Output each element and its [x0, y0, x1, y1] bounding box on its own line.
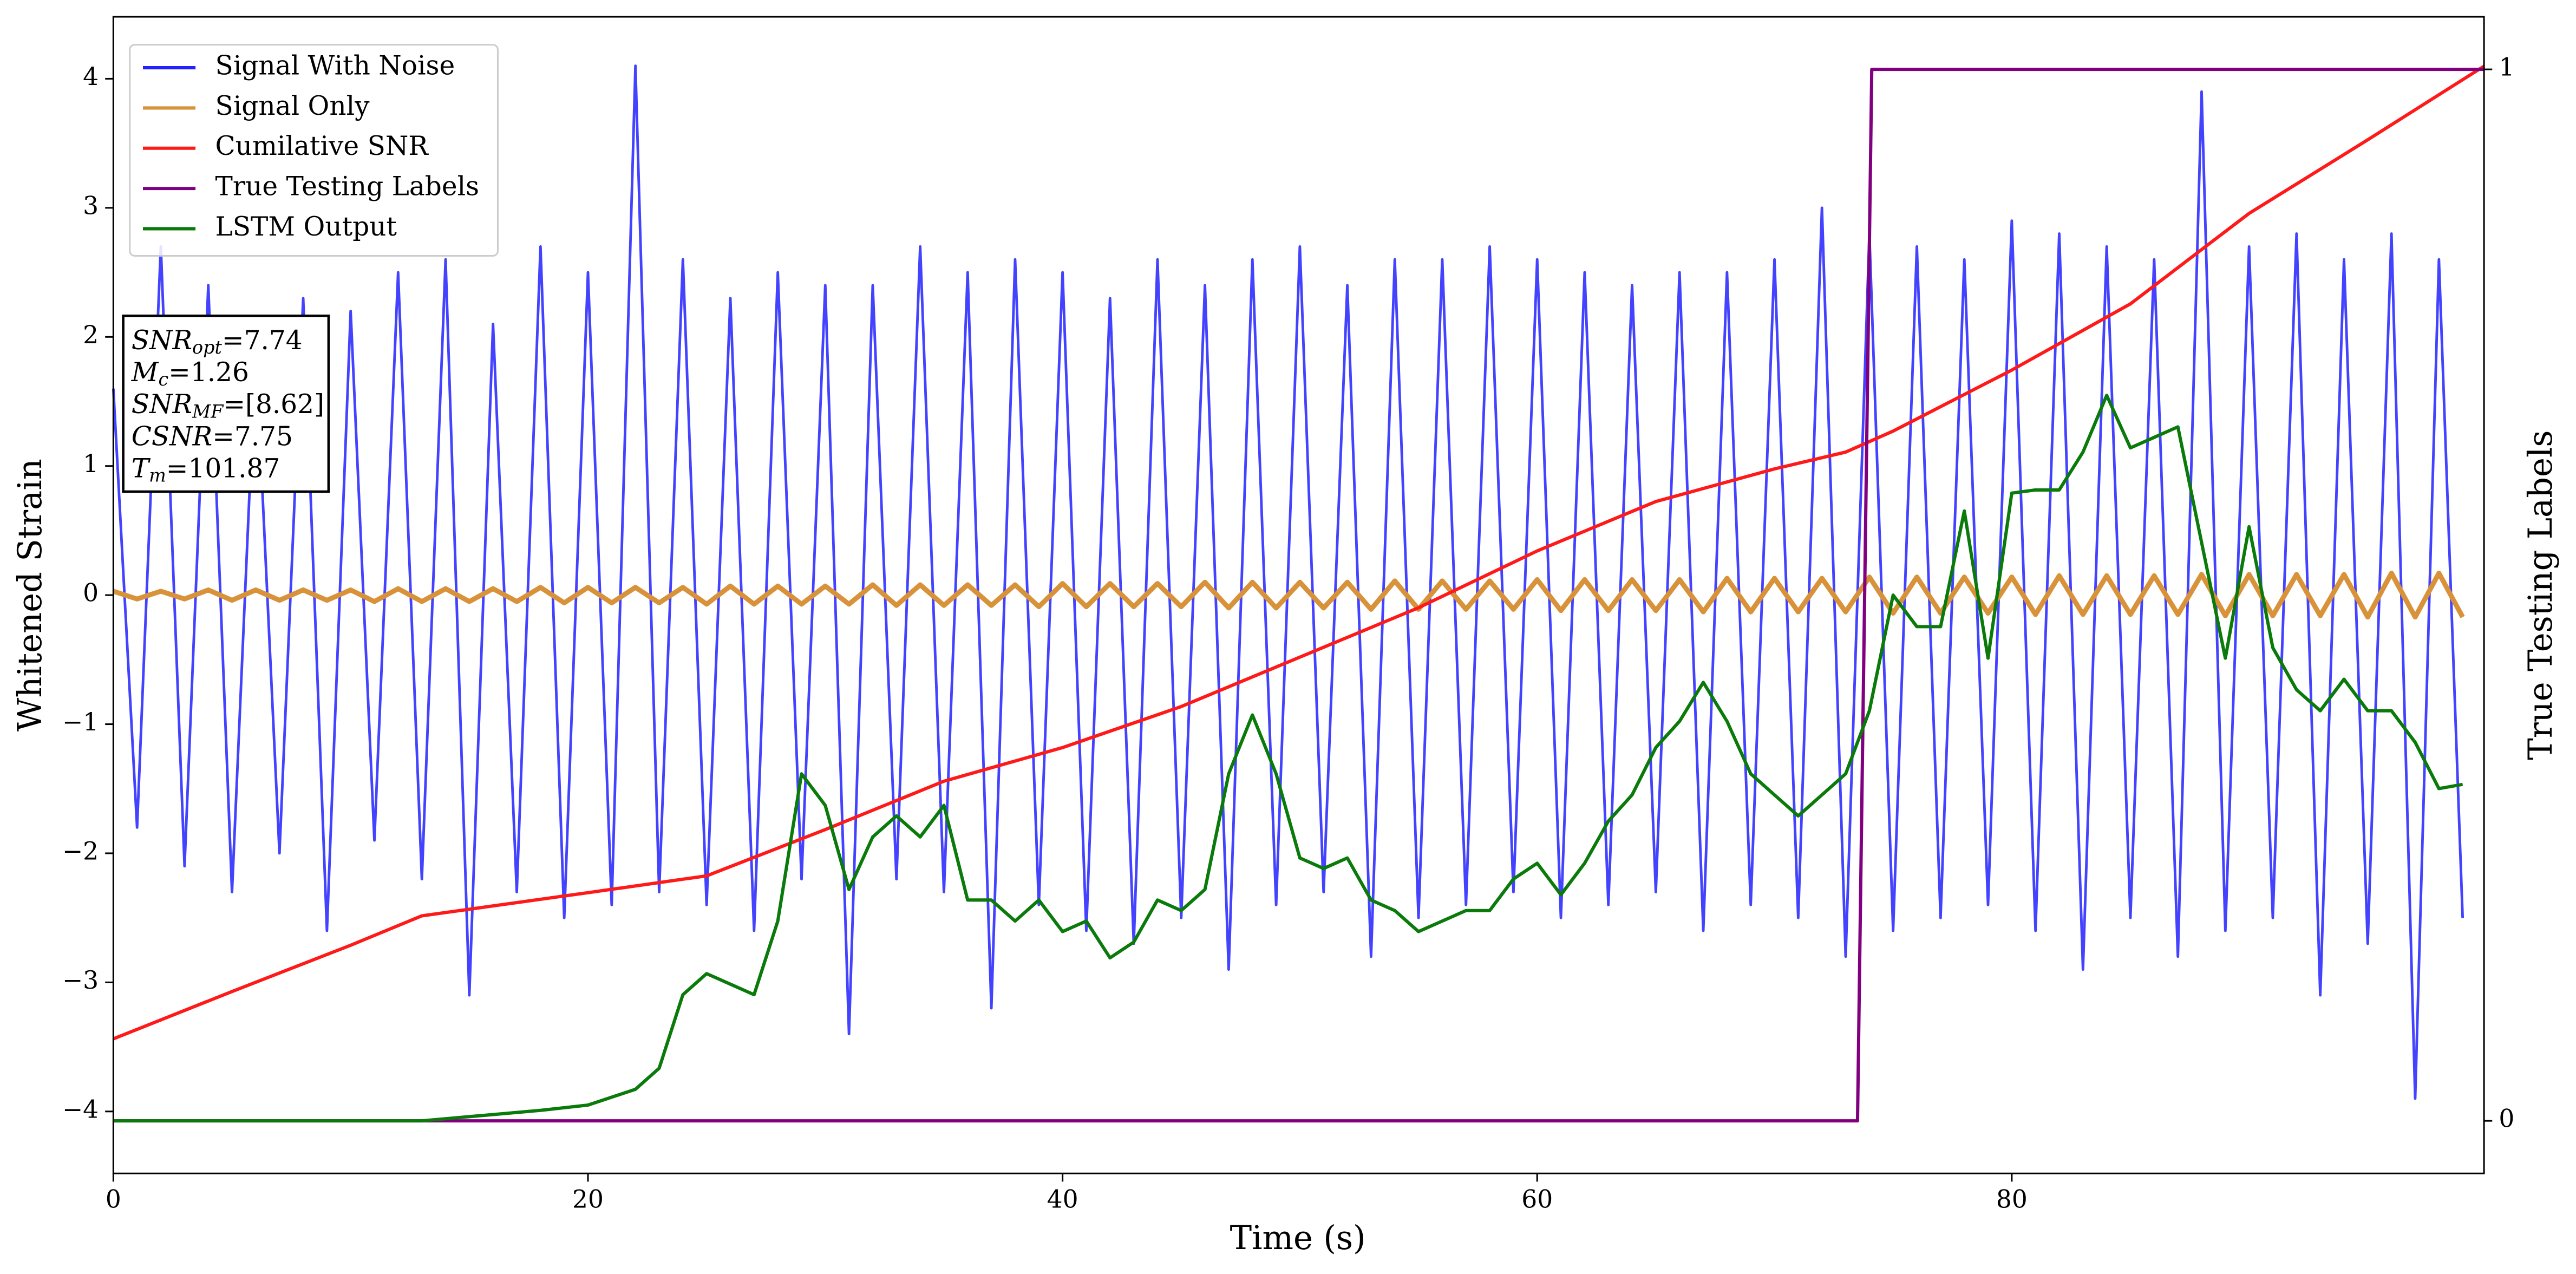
legend-label: True Testing Labels — [215, 172, 480, 202]
annotation-value: =1.26 — [168, 357, 249, 387]
annotation-symbol: T — [132, 453, 151, 484]
x-tick-label: 60 — [1521, 1185, 1553, 1213]
annotation-symbol: CSNR — [132, 421, 212, 452]
y2-tick-label: 0 — [2499, 1105, 2514, 1133]
series-line — [113, 64, 2485, 1041]
annotation-symbol: SNR — [132, 389, 192, 420]
annotation-line: SNRopt=7.74 — [132, 325, 303, 358]
y-tick-label: −3 — [62, 966, 99, 995]
series-line — [112, 64, 2464, 1100]
annotation-value: =7.74 — [222, 325, 303, 355]
annotation-subscript: opt — [192, 337, 222, 358]
annotation-subscript: m — [149, 465, 166, 486]
y-tick-label: −4 — [62, 1095, 99, 1123]
annotation-value: =[8.62] — [223, 389, 324, 420]
annotation-symbol: SNR — [132, 325, 192, 355]
series-line — [113, 68, 2485, 1123]
y-tick-label: 4 — [83, 62, 99, 91]
annotation-value: =7.75 — [212, 421, 293, 452]
x-tick-label: 20 — [572, 1185, 604, 1213]
annotation-subscript: c — [158, 369, 168, 390]
y-tick-label: −2 — [62, 837, 99, 865]
legend-label: Signal With Noise — [215, 51, 455, 81]
annotation-line: CSNR=7.75 — [132, 421, 293, 452]
series-line — [112, 571, 2465, 620]
x-tick-label: 40 — [1047, 1185, 1078, 1213]
plot-area — [112, 64, 2485, 1123]
annotation-subscript: MF — [192, 401, 224, 422]
x-tick-label: 0 — [106, 1185, 121, 1213]
legend-label: LSTM Output — [215, 212, 397, 242]
legend-box — [129, 44, 499, 257]
y-tick-label: 1 — [83, 449, 99, 478]
y-axis-label: Whitened Strain — [11, 459, 49, 731]
legend-label: Cumilative SNR — [215, 131, 429, 161]
annotation-symbol: M — [131, 357, 159, 387]
y-tick-label: 2 — [83, 321, 99, 349]
annotation-box — [122, 314, 330, 493]
annotation-line: Mc=1.26 — [131, 357, 249, 390]
annotation-line: Tm=101.87 — [132, 453, 280, 486]
legend-label: Signal Only — [215, 91, 370, 121]
annotation-value: =101.87 — [166, 453, 280, 484]
series-line — [113, 394, 2463, 1123]
y-tick-label: −1 — [62, 708, 99, 736]
y-tick-label: 3 — [83, 191, 99, 220]
y2-tick-label: 1 — [2499, 53, 2514, 82]
x-axis-label: Time (s) — [1230, 1219, 1366, 1257]
x-tick-label: 80 — [1996, 1185, 2028, 1213]
y2-axis-label: True Testing Labels — [2522, 430, 2560, 760]
y-tick-label: 0 — [83, 579, 99, 607]
annotation-line: SNRMF=[8.62] — [132, 389, 324, 422]
